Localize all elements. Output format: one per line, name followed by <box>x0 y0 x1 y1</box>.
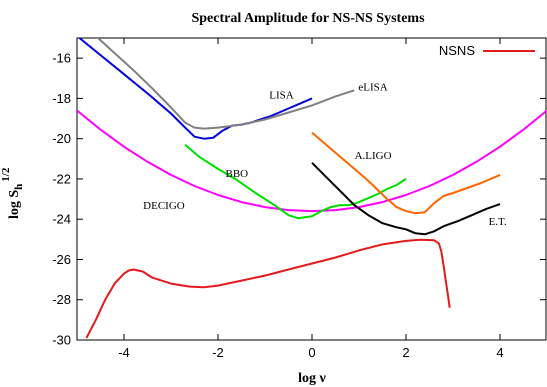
axes: -4 -2 0 2 4-30-28-26-24-22-20-18-16 <box>52 37 547 360</box>
y-tick-label: -30 <box>52 333 71 348</box>
x-tick-label: -2 <box>212 345 224 360</box>
annotation-bbo: BBO <box>225 168 248 180</box>
series-line-decigo <box>77 109 547 213</box>
y-axis-label: log Sh1/2 <box>0 167 25 219</box>
y-tick-label: -16 <box>52 51 71 66</box>
series-line-nsns <box>85 238 451 339</box>
y-axis-label-sup: 1/2 <box>0 167 12 182</box>
y-axis-label-main: log S <box>7 190 22 219</box>
series-line-a-ligo <box>311 131 501 215</box>
x-tick-label: 2 <box>402 345 409 360</box>
y-tick-label: -28 <box>52 292 71 307</box>
legend-label-nsns: NSNS <box>439 43 475 58</box>
x-axis-label: log ν <box>298 371 326 386</box>
y-tick-label: -24 <box>52 212 71 227</box>
y-axis-label-sub: h <box>13 184 25 190</box>
annotation-a-ligo: A.LIGO <box>355 150 392 162</box>
x-tick-label: -4 <box>118 345 130 360</box>
annotation-elisa: eLISA <box>358 81 387 93</box>
y-tick-label: -22 <box>52 171 71 186</box>
annotation-e-t-: E.T. <box>489 216 507 228</box>
annotation-decigo: DECIGO <box>143 200 185 212</box>
legend: NSNS <box>439 43 535 58</box>
series-line-e-t- <box>311 162 501 236</box>
annotations-group: LISA eLISA BBO A.LIGO DECIGO E.T. <box>143 81 507 228</box>
x-tick-label: 0 <box>308 345 315 360</box>
annotation-lisa: LISA <box>269 89 294 101</box>
y-tick-label: -20 <box>52 131 71 146</box>
series-line-bbo <box>184 143 407 220</box>
y-tick-label: -26 <box>52 252 71 267</box>
x-tick-label: 4 <box>496 345 503 360</box>
series-group <box>77 38 547 339</box>
y-tick-label: -18 <box>52 91 71 106</box>
chart-title: Spectral Amplitude for NS-NS Systems <box>191 11 425 26</box>
series-line-lisa <box>77 38 313 140</box>
series-line-elisa <box>96 38 355 130</box>
